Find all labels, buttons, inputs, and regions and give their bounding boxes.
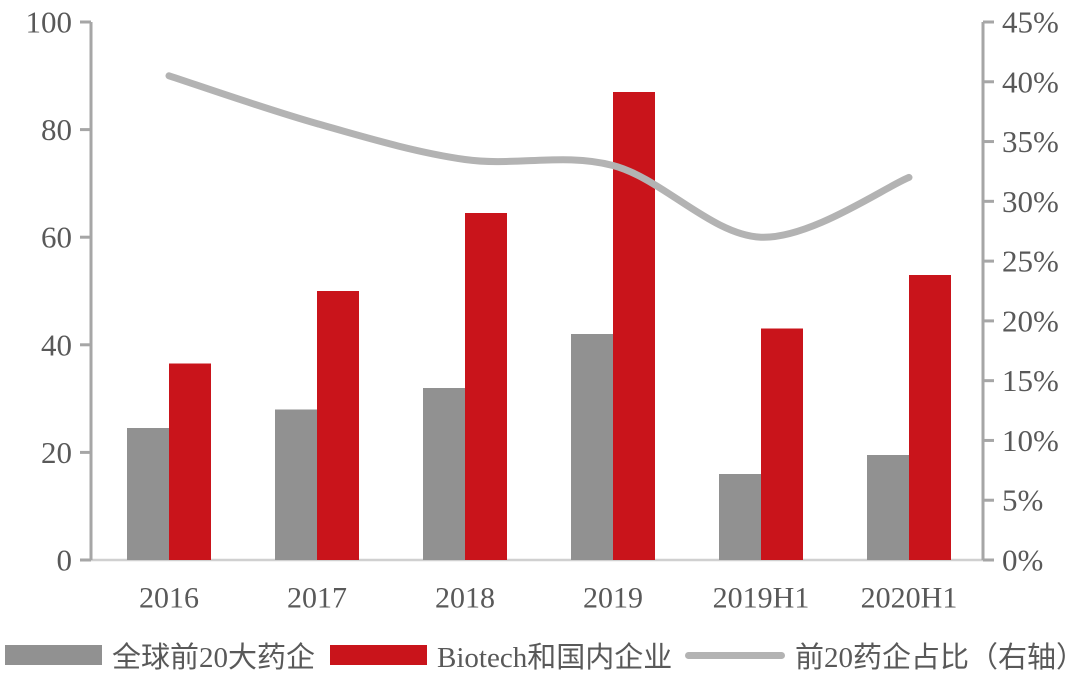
x-axis-label: 2017: [287, 582, 347, 615]
y-axis-left-label: 80: [41, 112, 72, 147]
legend-swatch-trend-line: [685, 651, 785, 659]
bar-gray-2018: [423, 387, 465, 560]
x-axis-label: 2016: [139, 582, 199, 615]
bar-gray-2019H1: [719, 473, 761, 560]
bar-gray-2016: [127, 428, 169, 560]
y-axis-right-label: 35%: [1002, 124, 1059, 159]
bar-gray-2020H1: [867, 455, 909, 560]
y-axis-right-label: 20%: [1002, 303, 1059, 338]
y-axis-left-label: 60: [41, 220, 72, 255]
legend-label-top20-share: 前20药企占比（右轴）: [795, 642, 1080, 674]
bar-red-2020H1: [909, 274, 951, 560]
bar-red-2017: [317, 291, 359, 560]
y-axis-left-label: 20: [41, 435, 72, 470]
x-axis-label: 2019H1: [713, 582, 810, 615]
y-axis-right-label: 15%: [1002, 363, 1059, 398]
x-axis-label: 2019: [583, 582, 643, 615]
y-axis-right-label: 45%: [1002, 5, 1059, 40]
x-axis-label: 2020H1: [861, 582, 958, 615]
legend-swatch-gray-bar: [5, 645, 102, 665]
y-axis-right-label: 25%: [1002, 244, 1059, 279]
y-axis-left-label: 40: [41, 327, 72, 362]
combo-chart: 0 20 40 60 80 100 0% 5% 10% 15% 20% 25% 30% 35% 40% 45%…: [26, 5, 1059, 615]
bar-red-2018: [465, 212, 507, 561]
legend-item-top20-pharma: 全球前20大药企: [5, 638, 315, 674]
y-axis-right-label: 30%: [1002, 184, 1059, 219]
y-axis-right-label: 5%: [1002, 483, 1043, 518]
legend-label-top20-pharma: 全球前20大药企: [112, 642, 316, 674]
bar-red-2019H1: [761, 328, 803, 560]
legend-label-biotech-domestic: Biotech和国内企业: [437, 642, 673, 674]
bar-red-2016: [169, 363, 211, 560]
trend-line-top20-share: [165, 72, 913, 241]
y-axis-left-label: 0: [57, 543, 73, 578]
bar-gray-2017: [275, 409, 317, 560]
bar-red-2019: [613, 91, 655, 560]
y-axis-right-label: 0%: [1002, 543, 1043, 578]
y-axis-right-label: 10%: [1002, 423, 1059, 458]
x-axis-label: 2018: [435, 582, 495, 615]
legend-swatch-red-bar: [330, 645, 427, 665]
y-axis-left-label: 100: [26, 5, 73, 40]
legend-item-top20-share: 前20药企占比（右轴）: [685, 638, 1080, 674]
legend-item-biotech-domestic: Biotech和国内企业: [330, 638, 672, 674]
bar-gray-2019: [571, 334, 613, 560]
chart-legend: 全球前20大药企 Biotech和国内企业 前20药企占比（右轴）: [0, 638, 1080, 674]
y-axis-right-label: 40%: [1002, 64, 1059, 99]
